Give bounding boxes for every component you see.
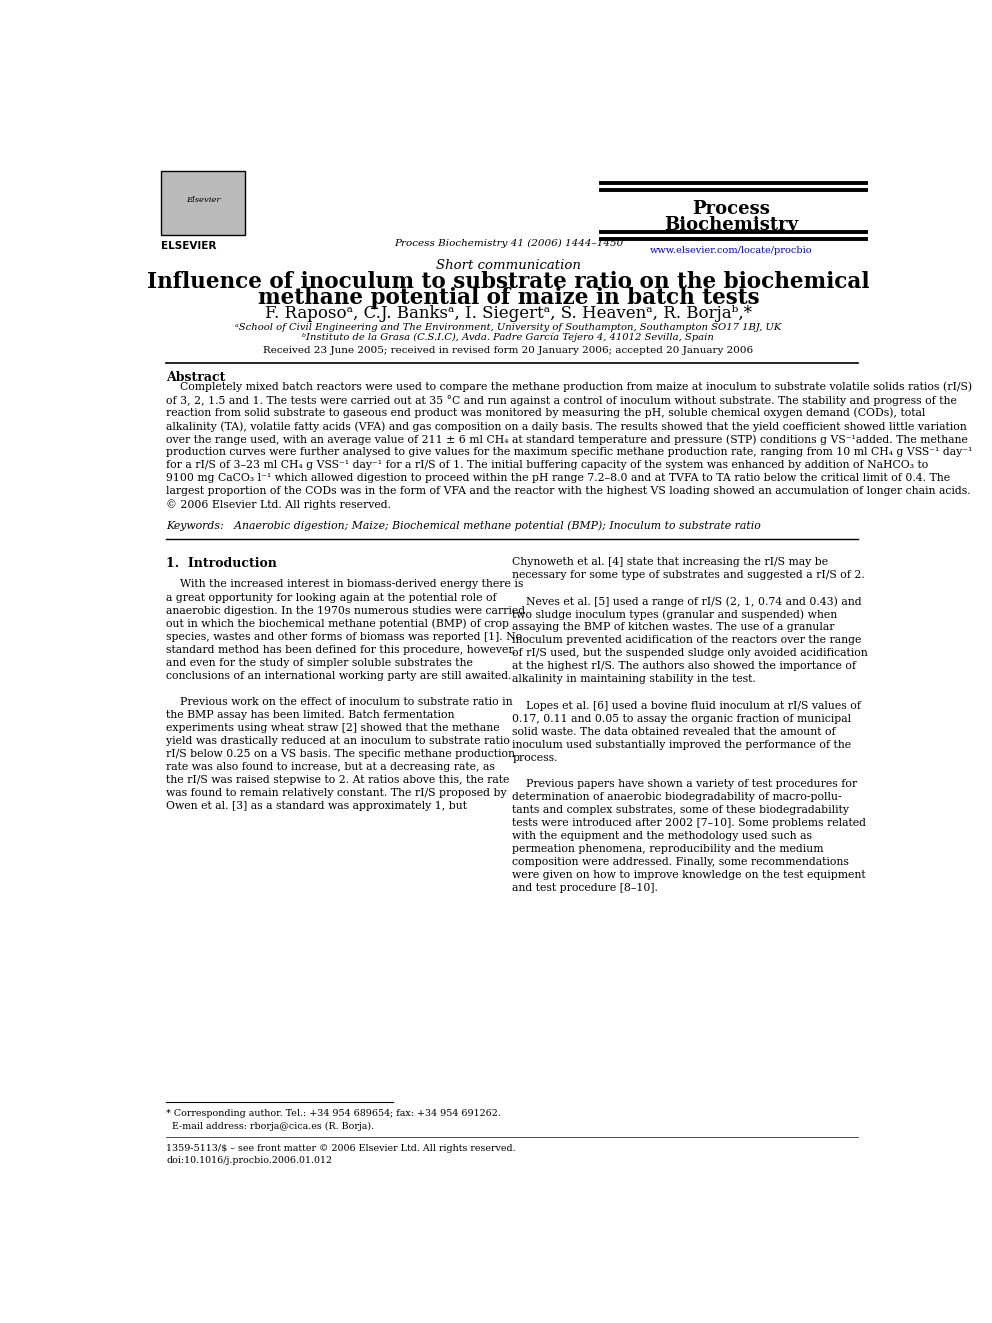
Text: species, wastes and other forms of biomass was reported [1]. No: species, wastes and other forms of bioma… — [167, 631, 523, 642]
Text: ELSEVIER: ELSEVIER — [161, 241, 216, 251]
Text: rI/S below 0.25 on a VS basis. The specific methane production: rI/S below 0.25 on a VS basis. The speci… — [167, 749, 515, 759]
Text: Previous papers have shown a variety of test procedures for: Previous papers have shown a variety of … — [512, 779, 857, 789]
Text: * Corresponding author. Tel.: +34 954 689654; fax: +34 954 691262.: * Corresponding author. Tel.: +34 954 68… — [167, 1109, 501, 1118]
Text: alkalinity in maintaining stability in the test.: alkalinity in maintaining stability in t… — [512, 675, 756, 684]
Text: composition were addressed. Finally, some recommendations: composition were addressed. Finally, som… — [512, 857, 849, 867]
Text: of rI/S used, but the suspended sludge only avoided acidification: of rI/S used, but the suspended sludge o… — [512, 648, 868, 659]
Text: Biochemistry: Biochemistry — [665, 216, 799, 234]
Text: standard method has been defined for this procedure, however,: standard method has been defined for thi… — [167, 644, 516, 655]
Text: Chynoweth et al. [4] state that increasing the rI/S may be: Chynoweth et al. [4] state that increasi… — [512, 557, 828, 568]
Text: yield was drastically reduced at an inoculum to substrate ratio: yield was drastically reduced at an inoc… — [167, 736, 510, 746]
Text: doi:10.1016/j.procbio.2006.01.012: doi:10.1016/j.procbio.2006.01.012 — [167, 1156, 332, 1166]
Text: Neves et al. [5] used a range of rI/S (2, 1, 0.74 and 0.43) and: Neves et al. [5] used a range of rI/S (2… — [512, 597, 862, 607]
Text: was found to remain relatively constant. The rI/S proposed by: was found to remain relatively constant.… — [167, 789, 507, 798]
Text: determination of anaerobic biodegradability of macro-pollu-: determination of anaerobic biodegradabil… — [512, 791, 842, 802]
Text: and even for the study of simpler soluble substrates the: and even for the study of simpler solubl… — [167, 658, 473, 668]
Text: production curves were further analysed to give values for the maximum specific : production curves were further analysed … — [167, 447, 973, 456]
Text: largest proportion of the CODs was in the form of VFA and the reactor with the h: largest proportion of the CODs was in th… — [167, 486, 971, 496]
Text: ᵇInstituto de la Grasa (C.S.I.C), Avda. Padre García Tejero 4, 41012 Sevilla, Sp: ᵇInstituto de la Grasa (C.S.I.C), Avda. … — [303, 333, 714, 343]
Text: ᵃSchool of Civil Engineering and The Environment, University of Southampton, Sou: ᵃSchool of Civil Engineering and The Env… — [235, 323, 782, 332]
Text: at the highest rI/S. The authors also showed the importance of: at the highest rI/S. The authors also sh… — [512, 662, 856, 671]
Text: Process Biochemistry 41 (2006) 1444–1450: Process Biochemistry 41 (2006) 1444–1450 — [394, 239, 623, 249]
Text: a great opportunity for looking again at the potential role of: a great opportunity for looking again at… — [167, 593, 497, 602]
Text: permeation phenomena, reproducibility and the medium: permeation phenomena, reproducibility an… — [512, 844, 823, 853]
Text: Influence of inoculum to substrate ratio on the biochemical: Influence of inoculum to substrate ratio… — [147, 271, 870, 292]
Text: conclusions of an international working party are still awaited.: conclusions of an international working … — [167, 671, 512, 681]
Text: © 2006 Elsevier Ltd. All rights reserved.: © 2006 Elsevier Ltd. All rights reserved… — [167, 499, 391, 509]
Text: anaerobic digestion. In the 1970s numerous studies were carried: anaerobic digestion. In the 1970s numero… — [167, 606, 526, 615]
Text: With the increased interest in biomass-derived energy there is: With the increased interest in biomass-d… — [167, 579, 524, 590]
Text: inoculum prevented acidification of the reactors over the range: inoculum prevented acidification of the … — [512, 635, 862, 646]
Text: 1359-5113/$ – see front matter © 2006 Elsevier Ltd. All rights reserved.: 1359-5113/$ – see front matter © 2006 El… — [167, 1144, 516, 1152]
Text: Process: Process — [692, 200, 771, 217]
Text: the BMP assay has been limited. Batch fermentation: the BMP assay has been limited. Batch fe… — [167, 710, 454, 720]
Text: over the range used, with an average value of 211 ± 6 ml CH₄ at standard tempera: over the range used, with an average val… — [167, 434, 968, 445]
Text: for a rI/S of 3–23 ml CH₄ g VSS⁻¹ day⁻¹ for a rI/S of 1. The initial buffering c: for a rI/S of 3–23 ml CH₄ g VSS⁻¹ day⁻¹ … — [167, 460, 929, 470]
Text: assaying the BMP of kitchen wastes. The use of a granular: assaying the BMP of kitchen wastes. The … — [512, 622, 834, 632]
Text: Elsevier: Elsevier — [186, 196, 220, 204]
Text: methane potential of maize in batch tests: methane potential of maize in batch test… — [258, 287, 759, 310]
Text: rate was also found to increase, but at a decreasing rate, as: rate was also found to increase, but at … — [167, 762, 495, 773]
Text: were given on how to improve knowledge on the test equipment: were given on how to improve knowledge o… — [512, 871, 866, 880]
Text: Short communication: Short communication — [435, 258, 581, 271]
Text: and test procedure [8–10].: and test procedure [8–10]. — [512, 882, 658, 893]
Text: experiments using wheat straw [2] showed that the methane: experiments using wheat straw [2] showed… — [167, 722, 500, 733]
Text: Lopes et al. [6] used a bovine fluid inoculum at rI/S values of: Lopes et al. [6] used a bovine fluid ino… — [512, 700, 861, 710]
Text: Keywords:   Anaerobic digestion; Maize; Biochemical methane potential (BMP); Ino: Keywords: Anaerobic digestion; Maize; Bi… — [167, 520, 761, 531]
Text: with the equipment and the methodology used such as: with the equipment and the methodology u… — [512, 831, 812, 841]
Text: tants and complex substrates, some of these biodegradability: tants and complex substrates, some of th… — [512, 804, 849, 815]
Text: 1.  Introduction: 1. Introduction — [167, 557, 277, 570]
Text: process.: process. — [512, 753, 558, 762]
Text: two sludge inoculum types (granular and suspended) when: two sludge inoculum types (granular and … — [512, 609, 837, 619]
Text: of 3, 2, 1.5 and 1. The tests were carried out at 35 °C and run against a contro: of 3, 2, 1.5 and 1. The tests were carri… — [167, 394, 957, 406]
Text: 9100 mg CaCO₃ l⁻¹ which allowed digestion to proceed within the pH range 7.2–8.0: 9100 mg CaCO₃ l⁻¹ which allowed digestio… — [167, 474, 950, 483]
Text: F. Raposoᵃ, C.J. Banksᵃ, I. Siegertᵃ, S. Heavenᵃ, R. Borjaᵇ,*: F. Raposoᵃ, C.J. Banksᵃ, I. Siegertᵃ, S.… — [265, 306, 752, 323]
Text: alkalinity (TA), volatile fatty acids (VFA) and gas composition on a daily basis: alkalinity (TA), volatile fatty acids (V… — [167, 421, 967, 431]
Text: Completely mixed batch reactors were used to compare the methane production from: Completely mixed batch reactors were use… — [167, 382, 972, 393]
Text: Owen et al. [3] as a standard was approximately 1, but: Owen et al. [3] as a standard was approx… — [167, 802, 467, 811]
Text: E-mail address: rborja@cica.es (R. Borja).: E-mail address: rborja@cica.es (R. Borja… — [167, 1122, 374, 1131]
Text: Previous work on the effect of inoculum to substrate ratio in: Previous work on the effect of inoculum … — [167, 697, 513, 706]
Text: necessary for some type of substrates and suggested a rI/S of 2.: necessary for some type of substrates an… — [512, 570, 865, 579]
Text: the rI/S was raised stepwise to 2. At ratios above this, the rate: the rI/S was raised stepwise to 2. At ra… — [167, 775, 510, 785]
Text: www.elsevier.com/locate/procbio: www.elsevier.com/locate/procbio — [650, 246, 812, 255]
Text: solid waste. The data obtained revealed that the amount of: solid waste. The data obtained revealed … — [512, 726, 836, 737]
Text: reaction from solid substrate to gaseous end product was monitored by measuring : reaction from solid substrate to gaseous… — [167, 407, 926, 418]
Bar — [161, 171, 245, 235]
Text: Received 23 June 2005; received in revised form 20 January 2006; accepted 20 Jan: Received 23 June 2005; received in revis… — [263, 347, 754, 355]
Text: 0.17, 0.11 and 0.05 to assay the organic fraction of municipal: 0.17, 0.11 and 0.05 to assay the organic… — [512, 713, 851, 724]
Text: tests were introduced after 2002 [7–10]. Some problems related: tests were introduced after 2002 [7–10].… — [512, 818, 866, 828]
Text: inoculum used substantially improved the performance of the: inoculum used substantially improved the… — [512, 740, 851, 750]
Text: out in which the biochemical methane potential (BMP) of crop: out in which the biochemical methane pot… — [167, 619, 509, 630]
Text: Abstract: Abstract — [167, 370, 225, 384]
